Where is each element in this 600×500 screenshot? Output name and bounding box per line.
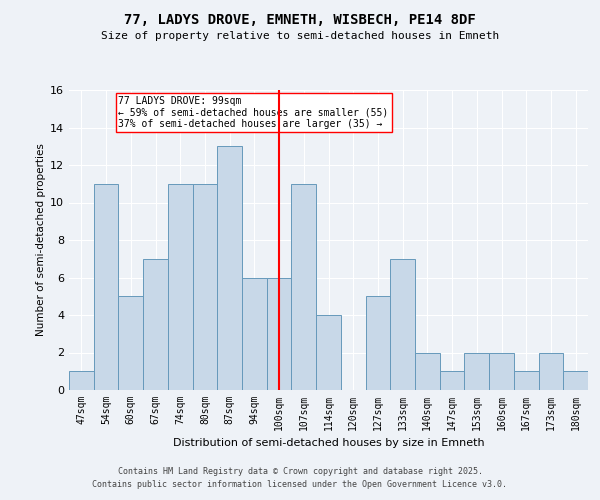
Bar bbox=[563, 371, 588, 390]
Text: Size of property relative to semi-detached houses in Emneth: Size of property relative to semi-detach… bbox=[101, 31, 499, 41]
Bar bbox=[118, 296, 143, 390]
Bar bbox=[193, 184, 217, 390]
Bar bbox=[390, 259, 415, 390]
Y-axis label: Number of semi-detached properties: Number of semi-detached properties bbox=[36, 144, 46, 336]
Bar bbox=[242, 278, 267, 390]
Bar bbox=[292, 184, 316, 390]
Bar bbox=[514, 371, 539, 390]
Text: 77 LADYS DROVE: 99sqm
← 59% of semi-detached houses are smaller (55)
37% of semi: 77 LADYS DROVE: 99sqm ← 59% of semi-deta… bbox=[118, 96, 389, 129]
Text: 77, LADYS DROVE, EMNETH, WISBECH, PE14 8DF: 77, LADYS DROVE, EMNETH, WISBECH, PE14 8… bbox=[124, 12, 476, 26]
Bar bbox=[365, 296, 390, 390]
Bar bbox=[415, 352, 440, 390]
Bar bbox=[464, 352, 489, 390]
Bar bbox=[267, 278, 292, 390]
Bar bbox=[168, 184, 193, 390]
Bar bbox=[440, 371, 464, 390]
X-axis label: Distribution of semi-detached houses by size in Emneth: Distribution of semi-detached houses by … bbox=[173, 438, 484, 448]
Bar bbox=[316, 315, 341, 390]
Bar bbox=[143, 259, 168, 390]
Bar bbox=[69, 371, 94, 390]
Text: Contains public sector information licensed under the Open Government Licence v3: Contains public sector information licen… bbox=[92, 480, 508, 489]
Bar bbox=[539, 352, 563, 390]
Bar bbox=[94, 184, 118, 390]
Bar bbox=[217, 146, 242, 390]
Bar bbox=[489, 352, 514, 390]
Text: Contains HM Land Registry data © Crown copyright and database right 2025.: Contains HM Land Registry data © Crown c… bbox=[118, 467, 482, 476]
